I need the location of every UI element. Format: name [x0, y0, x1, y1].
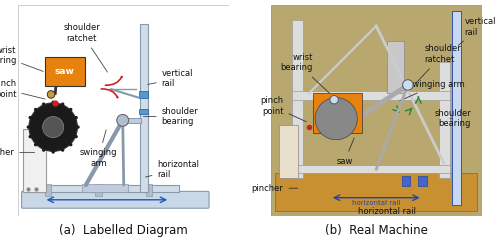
FancyBboxPatch shape — [280, 125, 298, 178]
Text: pinch
point: pinch point — [0, 79, 45, 99]
Circle shape — [52, 150, 55, 154]
Circle shape — [28, 116, 32, 119]
FancyBboxPatch shape — [418, 176, 427, 186]
Circle shape — [69, 108, 72, 111]
Circle shape — [74, 116, 78, 119]
Circle shape — [52, 100, 55, 104]
Circle shape — [34, 143, 37, 146]
Text: saw: saw — [55, 67, 74, 76]
Polygon shape — [313, 93, 362, 134]
FancyBboxPatch shape — [271, 5, 482, 216]
FancyBboxPatch shape — [452, 11, 460, 205]
FancyBboxPatch shape — [275, 173, 478, 211]
Text: wrist
bearing: wrist bearing — [280, 53, 332, 96]
Circle shape — [48, 91, 55, 98]
FancyBboxPatch shape — [22, 191, 209, 208]
Circle shape — [42, 148, 45, 152]
FancyBboxPatch shape — [82, 184, 128, 192]
FancyArrowPatch shape — [106, 76, 122, 85]
Text: vertical
rail: vertical rail — [148, 69, 193, 88]
FancyBboxPatch shape — [22, 129, 46, 192]
Text: (b)  Real Machine: (b) Real Machine — [325, 224, 428, 237]
Circle shape — [26, 125, 30, 129]
FancyArrowPatch shape — [101, 89, 117, 98]
Text: wrist
bearing: wrist bearing — [0, 46, 43, 71]
Circle shape — [61, 148, 64, 152]
Text: shoulder
bearing: shoulder bearing — [144, 107, 199, 126]
Text: shoulder
ratchet: shoulder ratchet — [63, 24, 108, 72]
FancyBboxPatch shape — [18, 5, 229, 216]
Circle shape — [76, 125, 80, 129]
FancyBboxPatch shape — [44, 184, 51, 196]
Circle shape — [28, 135, 32, 138]
Text: shoulder
bearing: shoulder bearing — [434, 109, 471, 128]
FancyBboxPatch shape — [139, 109, 148, 114]
FancyBboxPatch shape — [96, 184, 102, 196]
FancyBboxPatch shape — [292, 20, 302, 178]
FancyBboxPatch shape — [139, 91, 148, 98]
Text: saw: saw — [336, 138, 354, 166]
Circle shape — [42, 102, 45, 106]
Text: pincher: pincher — [0, 148, 34, 157]
Text: horizontal rail: horizontal rail — [352, 200, 401, 206]
Circle shape — [330, 96, 338, 104]
Circle shape — [74, 135, 78, 138]
Circle shape — [61, 102, 64, 106]
FancyBboxPatch shape — [292, 165, 450, 173]
Text: vertical
rail: vertical rail — [458, 17, 496, 45]
Text: swinging
arm: swinging arm — [80, 130, 117, 168]
Circle shape — [315, 98, 358, 140]
Circle shape — [34, 108, 37, 111]
Polygon shape — [44, 57, 85, 86]
Circle shape — [69, 143, 72, 146]
Circle shape — [42, 117, 64, 138]
Circle shape — [117, 114, 128, 126]
Text: (a)  Labelled Diagram: (a) Labelled Diagram — [60, 224, 188, 237]
FancyBboxPatch shape — [387, 41, 404, 93]
Text: shoulder
ratchet: shoulder ratchet — [416, 45, 462, 83]
FancyBboxPatch shape — [36, 185, 178, 192]
Text: horizontal
rail: horizontal rail — [146, 159, 200, 179]
Text: horizontal rail: horizontal rail — [358, 202, 416, 216]
Text: swinging arm: swinging arm — [400, 80, 464, 101]
FancyBboxPatch shape — [440, 62, 450, 178]
FancyBboxPatch shape — [146, 184, 152, 196]
FancyBboxPatch shape — [140, 24, 147, 192]
Text: pinch
point: pinch point — [260, 96, 306, 122]
Circle shape — [402, 80, 413, 90]
FancyBboxPatch shape — [402, 176, 410, 186]
FancyBboxPatch shape — [122, 118, 140, 123]
Circle shape — [29, 103, 78, 151]
FancyBboxPatch shape — [292, 91, 450, 100]
Text: pincher: pincher — [252, 184, 298, 193]
